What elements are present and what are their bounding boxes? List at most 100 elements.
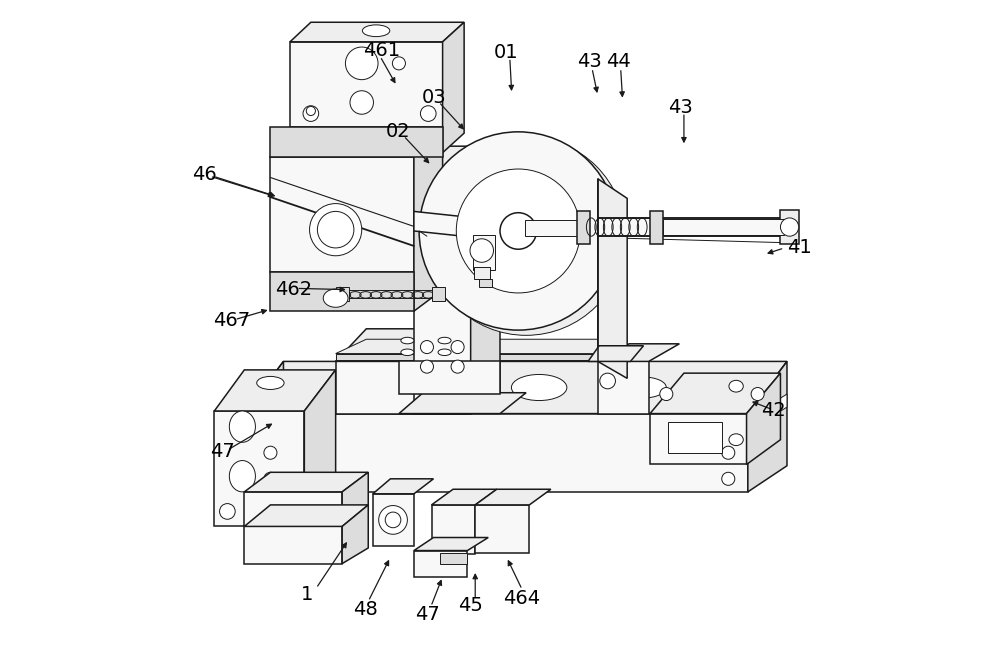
Polygon shape: [244, 472, 368, 492]
Polygon shape: [598, 362, 649, 413]
Ellipse shape: [362, 25, 390, 37]
Polygon shape: [440, 553, 467, 563]
Polygon shape: [290, 22, 464, 42]
Polygon shape: [414, 538, 488, 551]
Circle shape: [420, 105, 436, 121]
Text: 03: 03: [422, 88, 446, 107]
Ellipse shape: [434, 275, 448, 291]
Ellipse shape: [432, 239, 450, 259]
Polygon shape: [399, 393, 526, 413]
Circle shape: [385, 512, 401, 528]
Circle shape: [392, 57, 405, 70]
Polygon shape: [244, 362, 283, 492]
Ellipse shape: [729, 381, 743, 392]
Polygon shape: [473, 235, 495, 270]
Polygon shape: [650, 212, 663, 244]
Text: 47: 47: [415, 605, 440, 624]
Circle shape: [470, 239, 493, 262]
Text: 48: 48: [353, 600, 378, 619]
Polygon shape: [598, 218, 786, 236]
Polygon shape: [414, 172, 471, 413]
Text: 41: 41: [787, 238, 812, 257]
Circle shape: [722, 446, 735, 459]
Ellipse shape: [511, 375, 567, 401]
Polygon shape: [336, 287, 349, 301]
Circle shape: [660, 388, 673, 401]
Ellipse shape: [431, 198, 452, 223]
Polygon shape: [304, 370, 336, 527]
Polygon shape: [214, 411, 304, 527]
Circle shape: [451, 341, 464, 354]
Ellipse shape: [401, 349, 414, 356]
Polygon shape: [471, 146, 500, 413]
Circle shape: [264, 472, 277, 485]
Polygon shape: [663, 219, 784, 235]
Circle shape: [220, 504, 235, 519]
Circle shape: [456, 169, 580, 293]
Text: 462: 462: [275, 280, 312, 299]
Polygon shape: [414, 146, 500, 172]
Ellipse shape: [321, 383, 340, 392]
Polygon shape: [748, 394, 787, 432]
Circle shape: [345, 47, 378, 80]
Polygon shape: [399, 362, 500, 394]
Polygon shape: [336, 329, 499, 362]
Circle shape: [780, 218, 799, 236]
Polygon shape: [650, 413, 747, 464]
Ellipse shape: [438, 337, 451, 344]
Text: 45: 45: [458, 597, 482, 616]
Polygon shape: [270, 126, 443, 157]
Ellipse shape: [229, 460, 255, 492]
Circle shape: [420, 360, 433, 373]
Text: 01: 01: [493, 43, 518, 62]
Polygon shape: [290, 42, 443, 126]
Ellipse shape: [229, 411, 255, 442]
Polygon shape: [244, 413, 748, 492]
Polygon shape: [598, 344, 679, 362]
Text: 43: 43: [668, 98, 693, 117]
Polygon shape: [336, 339, 627, 354]
Polygon shape: [342, 472, 368, 527]
Polygon shape: [336, 354, 598, 360]
Polygon shape: [475, 489, 551, 505]
Polygon shape: [336, 362, 467, 413]
Polygon shape: [214, 370, 336, 411]
Text: 42: 42: [761, 402, 786, 421]
Ellipse shape: [323, 289, 348, 307]
Polygon shape: [270, 126, 443, 157]
Ellipse shape: [621, 377, 666, 398]
Polygon shape: [474, 267, 490, 278]
Polygon shape: [443, 22, 464, 153]
Circle shape: [306, 106, 315, 115]
Circle shape: [420, 341, 433, 354]
Ellipse shape: [728, 380, 741, 386]
Text: 467: 467: [213, 312, 250, 331]
Polygon shape: [342, 505, 368, 563]
Circle shape: [350, 91, 373, 114]
Ellipse shape: [401, 337, 414, 344]
Polygon shape: [432, 505, 475, 555]
Text: 02: 02: [386, 122, 410, 141]
Polygon shape: [747, 373, 780, 464]
Circle shape: [500, 213, 537, 250]
Circle shape: [310, 204, 362, 255]
Polygon shape: [244, 492, 342, 527]
Circle shape: [722, 472, 735, 485]
Polygon shape: [432, 489, 497, 505]
Polygon shape: [479, 278, 492, 287]
Polygon shape: [414, 551, 467, 576]
Polygon shape: [588, 346, 643, 362]
Circle shape: [427, 137, 625, 335]
Polygon shape: [244, 505, 368, 527]
Ellipse shape: [729, 434, 743, 445]
Ellipse shape: [407, 375, 462, 401]
Polygon shape: [577, 212, 590, 244]
Polygon shape: [414, 126, 443, 311]
Circle shape: [264, 446, 277, 459]
Text: 461: 461: [363, 41, 400, 60]
Polygon shape: [373, 479, 433, 494]
Circle shape: [600, 373, 615, 389]
Polygon shape: [414, 212, 493, 240]
Polygon shape: [780, 210, 799, 244]
Polygon shape: [598, 179, 627, 379]
